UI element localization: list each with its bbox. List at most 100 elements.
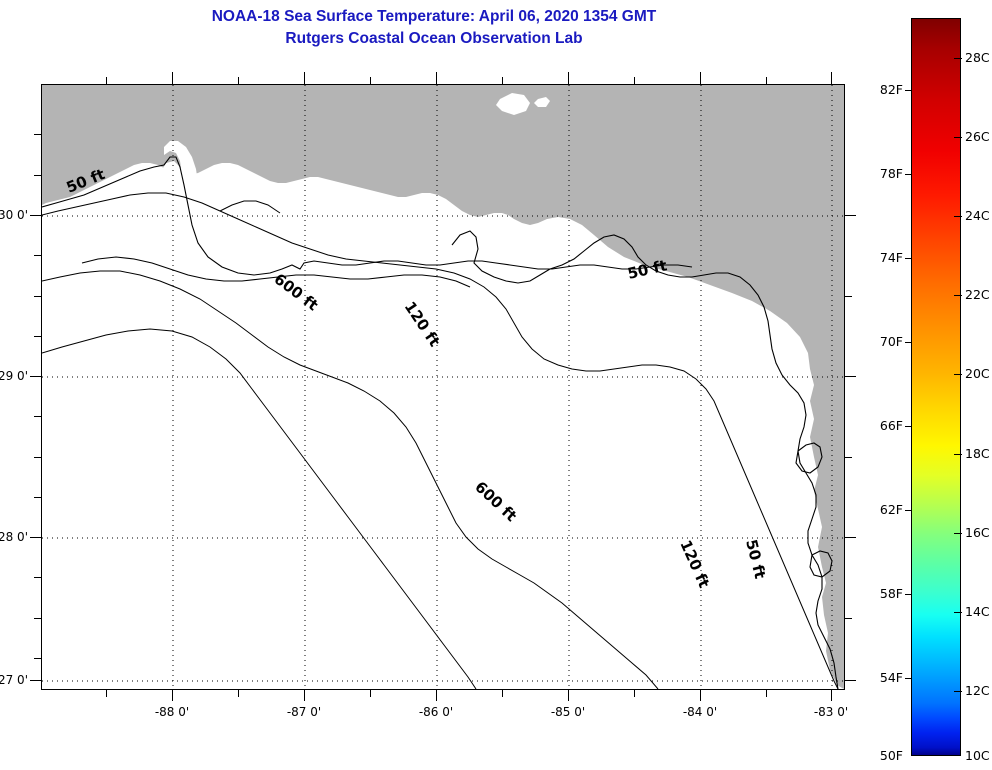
cb-tick-f-58: [905, 594, 912, 595]
xtick-top-minor-1: [106, 77, 107, 84]
ylabel-27: 27 0': [0, 673, 28, 687]
chart-title: NOAA-18 Sea Surface Temperature: April 0…: [0, 6, 868, 50]
ytick-minor-11: [34, 658, 41, 659]
xtick-top-major--84: [700, 72, 701, 84]
cb-label-78F: 78F: [879, 166, 903, 181]
cb-tick-f-70: [905, 342, 912, 343]
cb-label-10C: 10C: [965, 748, 990, 763]
temperature-colorbar[interactable]: 82F 78F 74F 70F 66F 62F 58F 54F 50F 28C …: [880, 18, 990, 763]
ytick-right-27: [845, 680, 856, 681]
contour-shelf-connector: [219, 200, 281, 214]
ytick-major-27: [30, 680, 41, 681]
ytick-major-28: [30, 537, 41, 538]
cb-tick-c-12: [954, 691, 962, 692]
xtick-major--85: [568, 690, 569, 701]
contour-600ft: [42, 328, 477, 689]
title-line-2: Rutgers Coastal Ocean Observation Lab: [285, 30, 583, 47]
bathymetry-contour-layer: [42, 192, 839, 689]
inland-lake-north-small: [534, 97, 550, 107]
xtick-top-minor-3: [370, 77, 371, 84]
cb-tick-c-24: [954, 216, 962, 217]
xtick-top-major--87: [304, 72, 305, 84]
xtick-top-minor-5: [634, 77, 635, 84]
ytick-minor-7: [34, 457, 41, 458]
cb-tick-c-16: [954, 533, 962, 534]
cb-label-18C: 18C: [965, 446, 990, 461]
pensacola-bay: [276, 241, 296, 263]
ytick-minor-4: [34, 296, 41, 297]
ytick-major-29: [30, 376, 41, 377]
cb-label-70F: 70F: [879, 334, 903, 349]
xlabel--88: -88 0': [154, 705, 190, 719]
cb-tick-c-22: [954, 295, 962, 296]
ytick-major-30: [30, 215, 41, 216]
cb-label-24C: 24C: [965, 208, 990, 223]
xtick-top-major--83: [831, 72, 832, 84]
cb-tick-f-54: [905, 678, 912, 679]
xlabel--85: -85 0': [550, 705, 586, 719]
cb-label-62F: 62F: [879, 502, 903, 517]
colorbar-gradient: [911, 18, 961, 756]
apalachicola-bay: [472, 287, 516, 311]
ytick-minor-8: [34, 497, 41, 498]
cb-label-28C: 28C: [965, 50, 990, 65]
cb-tick-c-18: [954, 454, 962, 455]
ylabel-28: 28 0': [0, 530, 28, 544]
cb-label-12C: 12C: [965, 683, 990, 698]
xlabel--86: -86 0': [418, 705, 454, 719]
inland-lake-north: [496, 93, 530, 115]
ylabel-29: 29 0': [0, 369, 28, 383]
cb-tick-c-28: [954, 58, 962, 59]
xlabel--84: -84 0': [682, 705, 718, 719]
xlabel--87: -87 0': [286, 705, 322, 719]
charlotte-harbor-coast: [809, 550, 833, 578]
cb-label-50F: 50F: [879, 748, 903, 763]
xtick-major--87: [304, 690, 305, 701]
cb-tick-f-82: [905, 90, 912, 91]
ytick-right-minor-2: [845, 457, 852, 458]
xtick-minor-5: [634, 690, 635, 697]
xtick-top-major--88: [172, 72, 173, 84]
contour-120ft: [42, 270, 659, 689]
xtick-major--84: [700, 690, 701, 701]
choctawhatchee-bay: [372, 247, 434, 273]
cb-label-26C: 26C: [965, 129, 990, 144]
xtick-minor-2: [238, 690, 239, 697]
ytick-minor-3: [34, 255, 41, 256]
coastline-layer: [42, 156, 839, 689]
cb-label-58F: 58F: [879, 586, 903, 601]
land-mask-north: [42, 85, 844, 689]
xtick-minor-4: [502, 690, 503, 697]
xtick-major--83: [831, 690, 832, 701]
inland-water-layer: [160, 93, 550, 311]
cb-label-14C: 14C: [965, 604, 990, 619]
cb-label-16C: 16C: [965, 525, 990, 540]
sst-map-canvas: 50 ft 600 ft 120 ft 50 ft 600 ft 120 ft …: [42, 85, 844, 689]
coastline-panhandle: [451, 230, 551, 284]
cb-tick-f-74: [905, 258, 912, 259]
title-line-1: NOAA-18 Sea Surface Temperature: April 0…: [211, 8, 657, 25]
cb-tick-c-26: [954, 137, 962, 138]
ytick-minor-5: [34, 336, 41, 337]
cb-tick-f-66: [905, 426, 912, 427]
xtick-major--86: [436, 690, 437, 701]
ytick-right-29: [845, 376, 856, 377]
coastline-north: [42, 156, 693, 276]
xtick-top-major--85: [568, 72, 569, 84]
map-plot-area[interactable]: 50 ft 600 ft 120 ft 50 ft 600 ft 120 ft …: [41, 84, 845, 690]
xtick-minor-1: [106, 690, 107, 697]
xtick-minor-6: [766, 690, 767, 697]
barrier-islands: [81, 256, 471, 288]
st-andrew-bay: [440, 235, 472, 265]
ytick-right-28: [845, 537, 856, 538]
xtick-top-major--86: [436, 72, 437, 84]
ytick-right-30: [845, 215, 856, 216]
cb-label-20C: 20C: [965, 366, 990, 381]
cb-tick-f-62: [905, 510, 912, 511]
cb-label-22C: 22C: [965, 287, 990, 302]
xlabel--83: -83 0': [813, 705, 849, 719]
xtick-minor-3: [370, 690, 371, 697]
ytick-right-minor-1: [845, 296, 852, 297]
ytick-minor-10: [34, 618, 41, 619]
ytick-minor-9: [34, 577, 41, 578]
